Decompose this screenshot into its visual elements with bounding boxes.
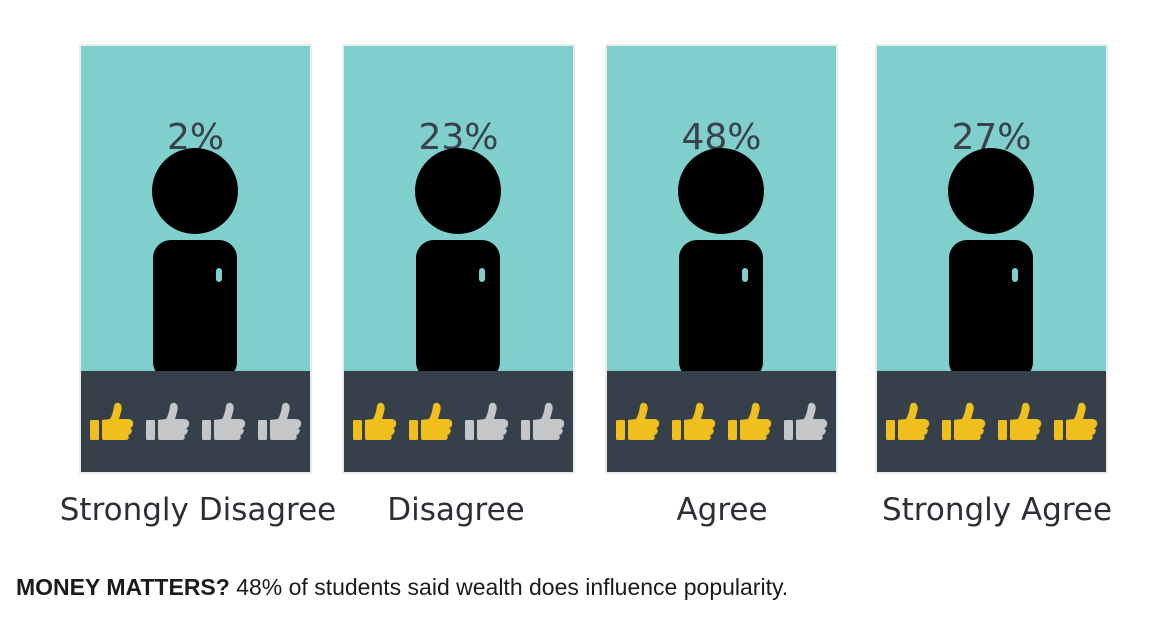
category-label: Agree bbox=[676, 492, 768, 528]
thumbs-rating bbox=[615, 400, 830, 446]
category-label: Disagree bbox=[387, 492, 525, 528]
thumbs-up-icon-filled bbox=[997, 400, 1043, 446]
category-panel: 48% bbox=[605, 44, 838, 474]
thumbs-up-icon-filled bbox=[352, 400, 398, 446]
thumbs-up-icon-empty bbox=[464, 400, 510, 446]
category-label: Strongly Disagree bbox=[59, 492, 337, 528]
caption-text: 48% of students said wealth does influen… bbox=[229, 574, 789, 600]
person-icon bbox=[948, 148, 1034, 380]
thumbs-up-icon-filled bbox=[885, 400, 931, 446]
thumbs-up-icon-filled bbox=[1053, 400, 1099, 446]
category-panel: 23% bbox=[342, 44, 575, 474]
person-icon bbox=[415, 148, 501, 380]
thumbs-up-icon-empty bbox=[257, 400, 303, 446]
category-panel: 2% bbox=[79, 44, 312, 474]
caption: MONEY MATTERS? 48% of students said weal… bbox=[16, 574, 788, 601]
thumbs-up-icon-filled bbox=[89, 400, 135, 446]
caption-lead: MONEY MATTERS? bbox=[16, 574, 230, 600]
thumbs-up-icon-filled bbox=[671, 400, 717, 446]
thumbs-rating bbox=[885, 400, 1100, 446]
thumbs-rating bbox=[89, 400, 304, 446]
thumbs-up-icon-empty bbox=[201, 400, 247, 446]
thumbs-up-icon-filled bbox=[941, 400, 987, 446]
thumbs-up-icon-filled bbox=[727, 400, 773, 446]
thumbs-up-icon-empty bbox=[145, 400, 191, 446]
thumbs-up-icon-filled bbox=[615, 400, 661, 446]
thumbs-up-icon-empty bbox=[520, 400, 566, 446]
thumbs-rating bbox=[352, 400, 567, 446]
thumbs-up-icon-filled bbox=[408, 400, 454, 446]
category-label: Strongly Agree bbox=[881, 492, 1113, 528]
category-panel: 27% bbox=[875, 44, 1108, 474]
thumbs-up-icon-empty bbox=[783, 400, 829, 446]
person-icon bbox=[678, 148, 764, 380]
person-icon bbox=[152, 148, 238, 380]
